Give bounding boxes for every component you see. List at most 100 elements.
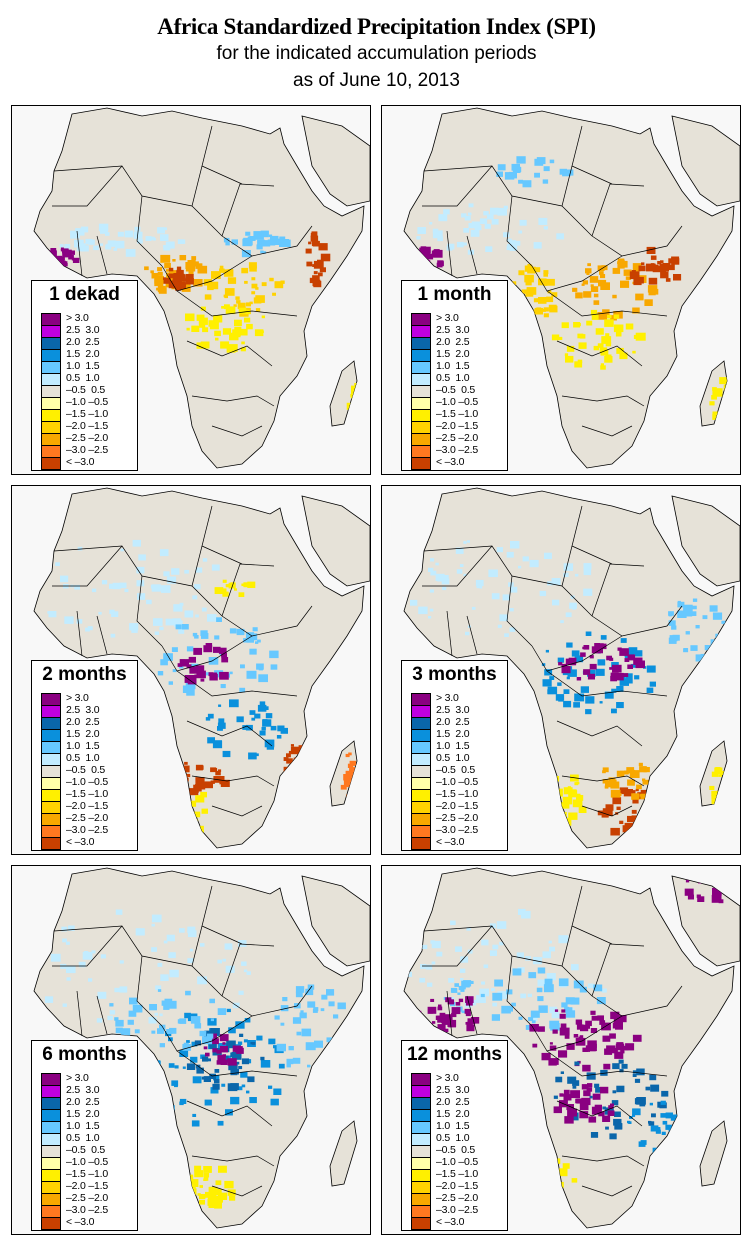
spi-cell: [229, 699, 239, 708]
spi-cell: [608, 1105, 614, 1110]
spi-cell: [106, 243, 111, 247]
spi-cell: [35, 259, 44, 266]
spi-cell: [684, 888, 694, 896]
spi-cell: [529, 308, 533, 311]
spi-cell: [419, 247, 429, 255]
africa-map: [33, 867, 370, 1229]
spi-cell: [201, 633, 209, 639]
spi-cell: [592, 1093, 601, 1100]
spi-cell: [552, 802, 563, 811]
legend-swatch: [411, 1205, 431, 1217]
spi-cell: [256, 663, 264, 670]
spi-cell: [561, 802, 570, 809]
spi-cell: [526, 313, 532, 318]
spi-cell: [451, 1012, 457, 1018]
spi-cell: [664, 773, 673, 780]
spi-cell: [585, 696, 595, 704]
legend-swatch: [411, 433, 431, 445]
legend-label: –1.0 –0.5: [436, 396, 478, 408]
spi-cell: [159, 1043, 165, 1048]
spi-cell: [573, 980, 584, 989]
spi-cell: [249, 1097, 257, 1104]
spi-cell: [580, 652, 586, 657]
spi-cell: [251, 717, 256, 721]
spi-cell: [214, 1188, 222, 1195]
spi-cell: [208, 1043, 213, 1047]
legend-entry: 1.5 2.0: [411, 1108, 503, 1121]
spi-cell: [182, 1066, 186, 1069]
spi-cell: [160, 974, 169, 981]
legend-entry: 2.0 2.5: [41, 716, 133, 729]
spi-cell: [527, 993, 532, 998]
legend-swatch: [41, 445, 61, 457]
spi-cell: [186, 773, 191, 778]
spi-cell: [587, 983, 594, 989]
spi-cell: [247, 581, 256, 588]
spi-cell: [268, 1085, 273, 1089]
spi-cell: [301, 786, 306, 790]
legend-entry: –0.5 0.5: [411, 384, 503, 397]
spi-cell: [189, 948, 194, 952]
spi-cell: [204, 1177, 209, 1181]
arabia-landmass: [671, 495, 740, 587]
spi-cell: [210, 1018, 214, 1022]
spi-cell: [580, 1024, 589, 1032]
spi-cell: [654, 811, 660, 817]
spi-cell: [557, 812, 567, 820]
spi-cell: [675, 391, 686, 400]
spi-cell: [209, 673, 218, 681]
spi-cell: [582, 1047, 588, 1052]
spi-cell: [585, 1045, 593, 1051]
spi-cell: [355, 382, 365, 390]
spi-cell: [207, 284, 214, 291]
africa-landmass: [33, 867, 365, 1229]
legend-entry: 2.0 2.5: [41, 336, 133, 349]
spi-cell: [151, 947, 157, 952]
spi-cell: [492, 992, 503, 1001]
spi-cell: [595, 328, 604, 335]
spi-cell: [195, 764, 203, 771]
legend-entry: –3.0 –2.5: [41, 824, 133, 837]
spi-map-panel-1-dekad: 1 dekad > 3.0 2.5 3.0 2.0 2.5 1.5 2.0 1.0 1.5…: [11, 105, 371, 475]
legend-entry: –0.5 0.5: [41, 1144, 133, 1157]
legend-entry: 1.5 2.0: [41, 728, 133, 741]
arabia-landmass: [671, 115, 740, 207]
legend-entry: > 3.0: [411, 1072, 503, 1085]
spi-cell: [61, 926, 68, 932]
spi-cell: [562, 1163, 570, 1169]
spi-cell: [583, 291, 592, 298]
spi-cell: [709, 785, 715, 790]
spi-cell: [665, 1124, 672, 1130]
country-border: [466, 995, 478, 1035]
spi-cell: [337, 1002, 346, 1010]
spi-cell: [542, 951, 551, 959]
spi-cell: [676, 404, 683, 410]
country-border: [571, 545, 613, 565]
legend-label: –1.0 –0.5: [66, 396, 108, 408]
spi-cell: [429, 608, 434, 612]
spi-cell: [222, 1054, 226, 1057]
spi-cell: [468, 223, 476, 229]
spi-map-panel-6-months: 6 months > 3.0 2.5 3.0 2.0 2.5 1.5 2.0 1.0 1.…: [11, 865, 371, 1235]
spi-cell: [575, 1019, 583, 1025]
spi-cell: [551, 292, 558, 297]
spi-cell: [616, 1085, 625, 1093]
legend-swatch: [41, 457, 61, 470]
spi-cell: [590, 1028, 598, 1033]
spi-cell: [615, 332, 622, 337]
spi-cell: [586, 1087, 593, 1092]
spi-cell: [561, 668, 568, 673]
spi-cell: [313, 1007, 319, 1012]
spi-cell: [511, 1002, 516, 1007]
spi-cell: [234, 588, 237, 591]
spi-legend: 1 month > 3.0 2.5 3.0 2.0 2.5 1.5 2.0 1.0 1.5…: [401, 280, 508, 471]
country-border: [446, 990, 453, 1037]
spi-cell: [343, 774, 352, 781]
legend-entry: 0.5 1.0: [411, 1132, 503, 1145]
spi-cell: [523, 312, 529, 316]
country-border: [52, 545, 123, 587]
spi-cell: [201, 808, 208, 814]
spi-cell: [625, 323, 634, 330]
spi-cell: [138, 554, 146, 561]
spi-cell: [610, 1011, 620, 1020]
